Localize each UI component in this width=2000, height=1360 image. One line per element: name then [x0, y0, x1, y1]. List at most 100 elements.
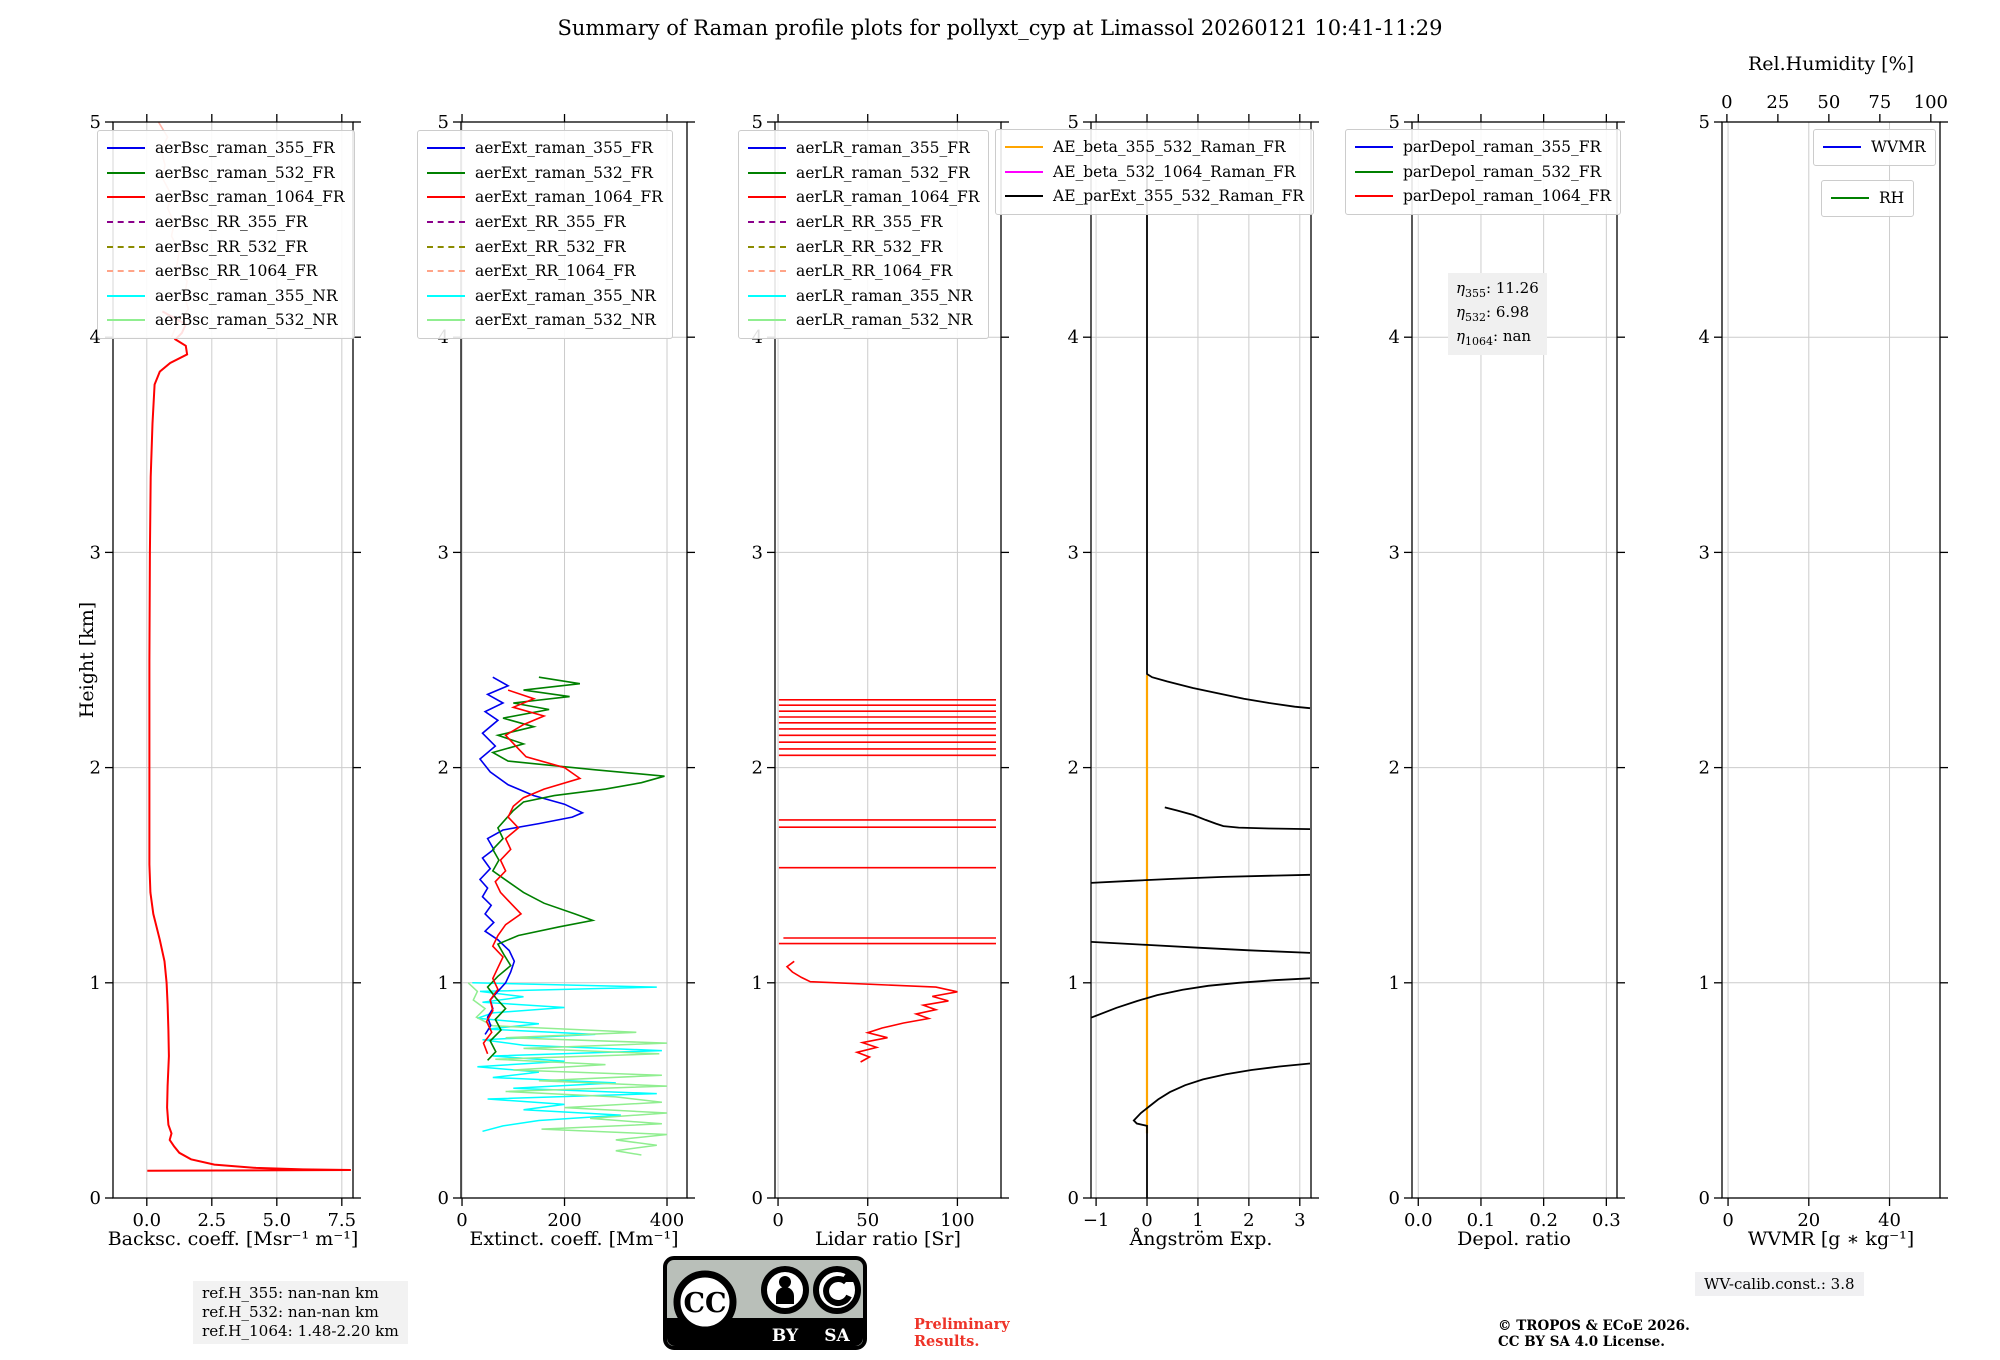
ref-height-1064: ref.H_1064: 1.48-2.20 km — [202, 1321, 399, 1340]
legend-item: aerExt_raman_355_NR — [427, 284, 663, 309]
legend-item: WVMR — [1823, 135, 1926, 160]
svg-text:4: 4 — [90, 327, 101, 348]
legend-item: aerLR_RR_532_FR — [748, 234, 979, 259]
legend-item: aerBsc_raman_532_NR — [107, 308, 345, 333]
svg-text:4: 4 — [1068, 327, 1079, 348]
legend-label: parDepol_raman_355_FR — [1403, 138, 1602, 157]
legend-item: aerExt_raman_1064_FR — [427, 185, 663, 210]
legend-item: aerLR_RR_355_FR — [748, 210, 979, 235]
legend-item: RH — [1831, 186, 1904, 211]
svg-text:25: 25 — [1766, 92, 1789, 113]
series-AE_parExt_355_532_Raman_FR — [1132, 1062, 1311, 1198]
legend-label: aerLR_RR_532_FR — [796, 237, 943, 256]
legend-line-swatch — [107, 294, 145, 297]
legend-label: aerBsc_RR_532_FR — [155, 237, 308, 256]
svg-text:1: 1 — [90, 973, 101, 994]
legend-wvmr: WVMR — [1813, 129, 1936, 166]
svg-text:100: 100 — [940, 1210, 974, 1231]
legend-line-swatch — [427, 245, 465, 248]
svg-text:0: 0 — [772, 1210, 783, 1231]
sa-arrow-icon — [813, 1266, 861, 1314]
legend-item: aerLR_raman_1064_FR — [748, 185, 979, 210]
legend-label: aerLR_raman_532_NR — [796, 311, 973, 330]
legend-label: RH — [1879, 189, 1905, 208]
series-AE_parExt_355_532_Raman_FR — [1090, 977, 1311, 1019]
legend-label: aerBsc_RR_1064_FR — [155, 262, 318, 281]
svg-text:5: 5 — [438, 112, 449, 133]
legend-line-swatch — [748, 270, 786, 273]
legend-label: parDepol_raman_532_FR — [1403, 162, 1602, 181]
reference-heights-annotation: ref.H_355: nan-nan km ref.H_532: nan-nan… — [193, 1281, 408, 1344]
legend-line-swatch — [1355, 146, 1393, 149]
legend-item: aerExt_raman_532_FR — [427, 161, 663, 186]
svg-text:1: 1 — [752, 973, 763, 994]
svg-text:1: 1 — [1068, 973, 1079, 994]
series-AE_parExt_355_532_Raman_FR — [1164, 806, 1311, 830]
legend-item: aerExt_RR_532_FR — [427, 234, 663, 259]
legend-line-swatch — [427, 221, 465, 224]
ref-height-532: ref.H_532: nan-nan km — [202, 1302, 379, 1321]
series-AE_parExt_355_532_Raman_FR — [1146, 143, 1311, 710]
svg-text:0: 0 — [90, 1188, 101, 1209]
figure-title: Summary of Raman profile plots for polly… — [557, 16, 1443, 40]
svg-text:3: 3 — [1389, 542, 1400, 563]
svg-text:0: 0 — [1721, 92, 1732, 113]
legend-item: aerBsc_raman_1064_FR — [107, 185, 345, 210]
legend-line-swatch — [107, 171, 145, 174]
svg-text:2: 2 — [1389, 758, 1400, 779]
legend-item: aerBsc_RR_1064_FR — [107, 259, 345, 284]
wv-calibration-annotation: WV-calib.const.: 3.8 — [1695, 1272, 1864, 1296]
legend-line-swatch — [107, 221, 145, 224]
legend-line-swatch — [427, 196, 465, 199]
legend-line-swatch — [1005, 170, 1043, 173]
legend-line-swatch — [1005, 195, 1043, 198]
top-axis-label-rel-humidity: Rel.Humidity [%] — [1747, 53, 1915, 75]
svg-text:5: 5 — [90, 112, 101, 133]
legend-line-swatch — [748, 196, 786, 199]
legend-label: AE_parExt_355_532_Raman_FR — [1053, 187, 1304, 206]
legend-label: parDepol_raman_1064_FR — [1403, 187, 1612, 206]
legend-label: aerExt_RR_532_FR — [475, 237, 626, 256]
eta-annotation: η355: 11.26 η532: 6.98 η1064: nan — [1448, 273, 1547, 355]
svg-text:5.0: 5.0 — [262, 1210, 291, 1231]
x-axis-label-backscatter: Backsc. coeff. [Msr⁻¹ m⁻¹] — [107, 1228, 359, 1250]
legend-line-swatch — [427, 147, 465, 150]
legend-item: AE_beta_355_532_Raman_FR — [1005, 135, 1304, 160]
legend-line-swatch — [107, 245, 145, 248]
svg-text:1: 1 — [1699, 973, 1710, 994]
series-aerExt_raman_355_FR — [478, 676, 585, 1035]
svg-text:0: 0 — [752, 1188, 763, 1209]
by-person-icon — [761, 1266, 809, 1314]
svg-text:4: 4 — [1389, 327, 1400, 348]
legend-extinction: aerExt_raman_355_FR aerExt_raman_532_FR ae… — [417, 130, 673, 339]
svg-text:0: 0 — [1389, 1188, 1400, 1209]
x-axis-label-wvmr: WVMR [g ∗ kg⁻¹] — [1747, 1228, 1915, 1250]
legend-item: aerExt_RR_1064_FR — [427, 259, 663, 284]
legend-line-swatch — [748, 319, 786, 322]
legend-item: aerBsc_RR_355_FR — [107, 210, 345, 235]
svg-text:75: 75 — [1868, 92, 1891, 113]
legend-label: aerExt_raman_1064_FR — [475, 188, 663, 207]
by-label: BY — [772, 1326, 799, 1346]
svg-text:0.3: 0.3 — [1592, 1210, 1621, 1231]
legend-backscatter: aerBsc_raman_355_FR aerBsc_raman_532_FR ae… — [97, 130, 355, 339]
legend-item: AE_beta_532_1064_Raman_FR — [1005, 160, 1304, 185]
svg-text:0.1: 0.1 — [1467, 1210, 1496, 1231]
svg-text:2.5: 2.5 — [197, 1210, 226, 1231]
legend-line-swatch — [1005, 146, 1043, 149]
legend-line-swatch — [748, 245, 786, 248]
svg-text:5: 5 — [752, 112, 763, 133]
legend-depol-ratio: parDepol_raman_355_FR parDepol_raman_532_… — [1345, 129, 1622, 215]
legend-line-swatch — [107, 196, 145, 199]
legend-item: aerBsc_raman_532_FR — [107, 161, 345, 186]
legend-label: aerExt_raman_532_FR — [475, 163, 653, 182]
legend-item: aerLR_raman_532_FR — [748, 161, 979, 186]
svg-text:0: 0 — [438, 1188, 449, 1209]
svg-text:0: 0 — [1141, 1210, 1152, 1231]
svg-text:2: 2 — [438, 758, 449, 779]
legend-angstroem: AE_beta_355_532_Raman_FR AE_beta_532_1064… — [995, 129, 1314, 215]
cc-icon-label: CC — [684, 1288, 727, 1319]
eta-row-355: η355: 11.26 — [1456, 279, 1539, 300]
legend-line-swatch — [1823, 146, 1861, 149]
legend-item: aerLR_raman_532_NR — [748, 308, 979, 333]
